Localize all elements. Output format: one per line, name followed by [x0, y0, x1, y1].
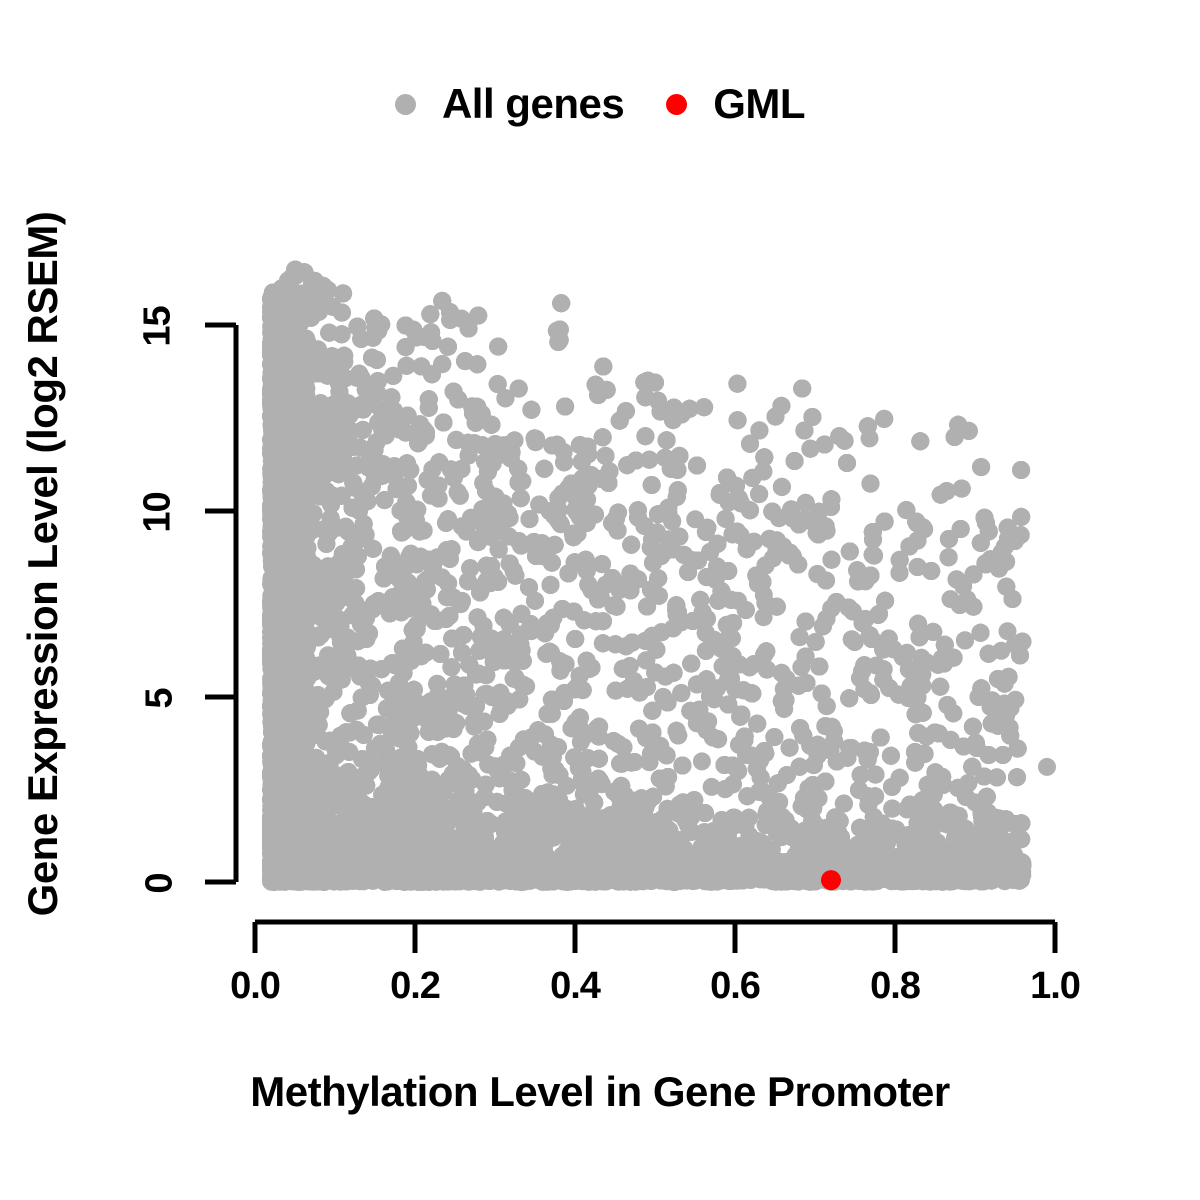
legend-marker-circle-icon	[394, 93, 416, 115]
legend-label-gml: GML	[713, 83, 805, 125]
y-tick-label: 10	[137, 492, 180, 532]
legend-entry-all-genes: All genes	[394, 83, 625, 125]
axis-lines-layer	[205, 322, 1058, 953]
x-tick-label: 0.4	[550, 965, 601, 1008]
x-axis-title: Methylation Level in Gene Promoter	[0, 1068, 1200, 1116]
y-tick-label: 15	[137, 306, 180, 346]
legend-marker-circle-icon	[666, 93, 688, 115]
legend-label-all-genes: All genes	[442, 83, 625, 125]
y-tick-label: 5	[139, 688, 182, 708]
gml-data-point	[821, 870, 841, 891]
data-points-layer	[262, 260, 1056, 891]
x-tick-label: 0.6	[710, 965, 761, 1008]
x-tick-label: 1.0	[1030, 965, 1081, 1008]
x-tick-label: 0.2	[390, 965, 441, 1008]
legend: All genes GML	[0, 78, 1200, 130]
x-tick-label: 0.0	[230, 965, 281, 1008]
x-tick-label: 0.8	[870, 965, 921, 1008]
legend-entry-gml: GML	[666, 83, 806, 125]
gml-point-layer	[821, 870, 841, 891]
y-tick-label: 0	[139, 873, 182, 893]
